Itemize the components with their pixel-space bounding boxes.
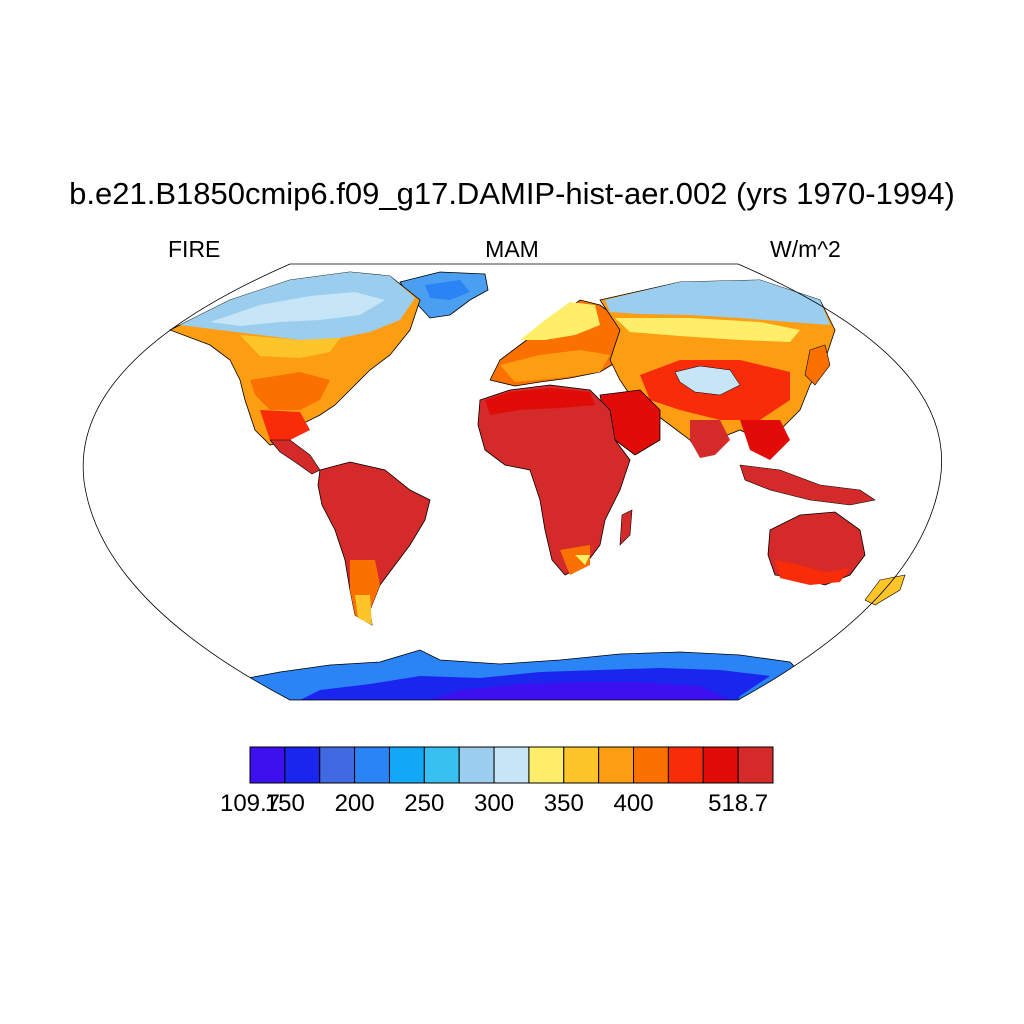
colorbar-box	[319, 746, 356, 784]
colorbar-tick-label: 109.7	[219, 790, 281, 817]
colorbar-tick-label: 350	[543, 790, 584, 817]
colorbar-box	[493, 746, 530, 784]
globe-outline	[82, 263, 942, 701]
maritime-asia	[739, 464, 876, 506]
colorbar-tick-label: 518.7	[708, 790, 769, 817]
center-string: MAM	[485, 236, 539, 262]
north-america	[169, 271, 421, 475]
colorbar-box	[563, 746, 600, 784]
colorbar-box	[354, 746, 390, 784]
asia	[599, 279, 836, 460]
africa	[477, 384, 633, 576]
colorbar-box	[667, 746, 704, 784]
left-string: FIRE	[168, 236, 221, 262]
colorbar-box	[737, 746, 774, 784]
colorbar-box	[458, 746, 495, 784]
colorbar-box	[249, 746, 286, 784]
plot-title: b.e21.B1850cmip6.f09_g17.DAMIP-hist-aer.…	[69, 176, 955, 211]
colorbar-box	[423, 746, 460, 784]
colorbar-tick-label: 200	[334, 790, 375, 817]
greenland	[399, 271, 489, 319]
colorbar-tick-label: 150	[264, 790, 305, 817]
colorbar-tick-label: 300	[474, 790, 515, 817]
europe	[489, 299, 631, 387]
colorbar-box	[528, 746, 565, 784]
australia	[767, 511, 906, 606]
colorbar-tick-label: 250	[404, 790, 445, 817]
colorbar-tick-label: 400	[613, 790, 654, 817]
colorbar-box	[598, 746, 635, 784]
antarctica	[229, 649, 801, 700]
colorbar-box	[702, 746, 739, 784]
colorbar-box	[284, 746, 321, 784]
south-america	[317, 461, 431, 626]
colorbar-box	[388, 746, 425, 784]
right-string: W/m^2	[770, 236, 841, 262]
colorbar-box	[633, 746, 669, 784]
